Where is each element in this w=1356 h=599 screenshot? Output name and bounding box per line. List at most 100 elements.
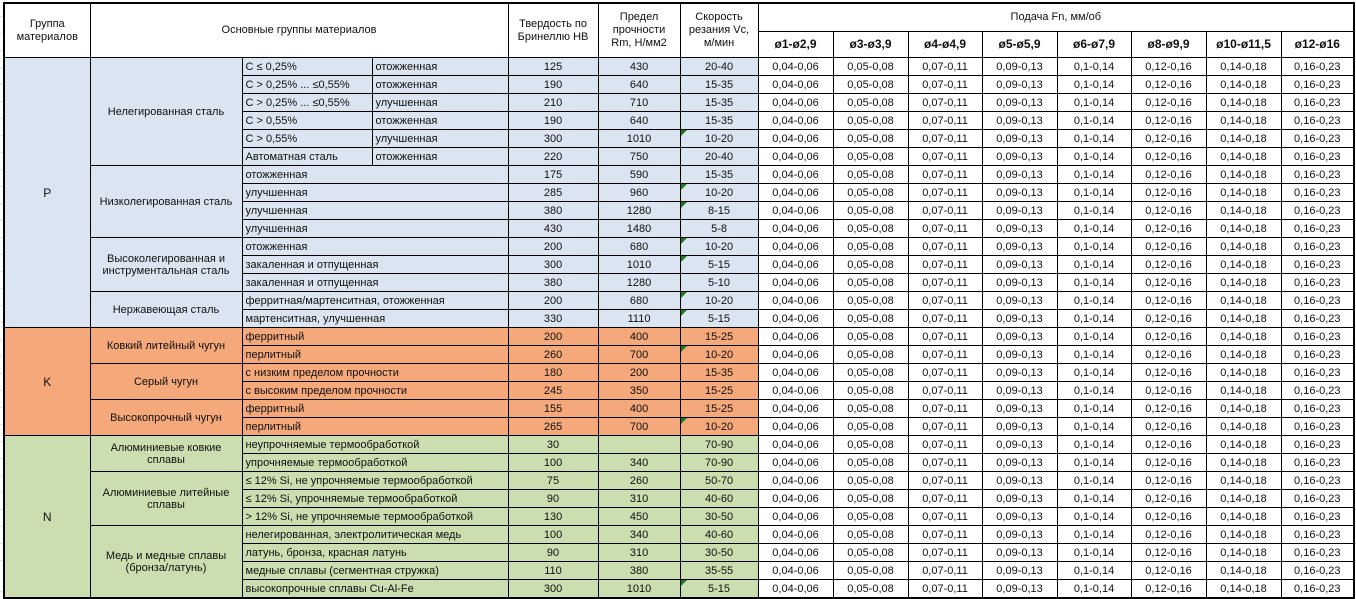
- cell-vc[interactable]: 15-25: [679, 327, 759, 346]
- cell-feed[interactable]: 0,04-0,06: [757, 201, 834, 220]
- cell-feed[interactable]: 0,04-0,06: [757, 561, 834, 580]
- cell-feed[interactable]: 0,12-0,16: [1130, 147, 1207, 166]
- cell-vc[interactable]: 15-25: [679, 399, 759, 418]
- cell-rm[interactable]: 750: [597, 147, 681, 166]
- cell-condition[interactable]: C > 0,55%: [241, 111, 373, 130]
- cell-group-code[interactable]: P: [3, 57, 91, 328]
- cell-feed[interactable]: 0,1-0,14: [1056, 309, 1132, 328]
- cell-feed[interactable]: 0,14-0,18: [1205, 471, 1282, 490]
- cell-rm[interactable]: 1010: [597, 255, 681, 274]
- cell-feed[interactable]: 0,1-0,14: [1056, 273, 1132, 292]
- header-material-group[interactable]: Группа материалов: [3, 2, 91, 58]
- cell-feed[interactable]: 0,1-0,14: [1056, 93, 1132, 112]
- cell-rm[interactable]: [597, 435, 681, 454]
- cell-feed[interactable]: 0,04-0,06: [757, 381, 834, 400]
- cell-condition[interactable]: C > 0,25% ... ≤0,55%: [241, 75, 373, 94]
- cell-feed[interactable]: 0,16-0,23: [1280, 345, 1355, 364]
- cell-feed[interactable]: 0,12-0,16: [1130, 201, 1207, 220]
- cell-feed[interactable]: 0,1-0,14: [1056, 147, 1132, 166]
- cell-rm[interactable]: 450: [597, 507, 681, 526]
- cell-feed[interactable]: 0,12-0,16: [1130, 489, 1207, 508]
- cell-feed[interactable]: 0,12-0,16: [1130, 471, 1207, 490]
- cell-feed[interactable]: 0,1-0,14: [1056, 111, 1132, 130]
- cell-hb[interactable]: 200: [507, 237, 599, 256]
- cell-feed[interactable]: 0,05-0,08: [832, 75, 909, 94]
- cell-feed[interactable]: 0,12-0,16: [1130, 561, 1207, 580]
- cell-material-group[interactable]: Алюминиевые ковкие сплавы: [89, 435, 243, 472]
- cell-hb[interactable]: 30: [507, 435, 599, 454]
- cell-rm[interactable]: 1280: [597, 201, 681, 220]
- cell-vc[interactable]: 70-90: [679, 435, 759, 454]
- cell-hb[interactable]: 180: [507, 363, 599, 382]
- cell-feed[interactable]: 0,1-0,14: [1056, 435, 1132, 454]
- header-tensile-strength[interactable]: Предел прочности Rm, Н/мм2: [597, 2, 681, 58]
- cell-feed[interactable]: 0,04-0,06: [757, 363, 834, 382]
- cell-feed[interactable]: 0,05-0,08: [832, 471, 909, 490]
- cell-feed[interactable]: 0,09-0,13: [981, 507, 1058, 526]
- cell-feed[interactable]: 0,05-0,08: [832, 147, 909, 166]
- cell-feed[interactable]: 0,05-0,08: [832, 111, 909, 130]
- cell-material-group[interactable]: Алюминиевые литейные сплавы: [89, 471, 243, 526]
- cell-feed[interactable]: 0,05-0,08: [832, 435, 909, 454]
- cell-vc[interactable]: 15-35: [679, 111, 759, 130]
- cell-feed[interactable]: 0,07-0,11: [907, 291, 983, 310]
- cell-state[interactable]: отожженная: [371, 147, 509, 166]
- cell-feed[interactable]: 0,12-0,16: [1130, 111, 1207, 130]
- cell-feed[interactable]: 0,07-0,11: [907, 363, 983, 382]
- cell-feed[interactable]: 0,07-0,11: [907, 165, 983, 184]
- cell-feed[interactable]: 0,14-0,18: [1205, 525, 1282, 544]
- cell-rm[interactable]: 680: [597, 237, 681, 256]
- cell-vc[interactable]: 15-35: [679, 165, 759, 184]
- cell-vc[interactable]: 15-35: [679, 93, 759, 112]
- cell-rm[interactable]: 340: [597, 453, 681, 472]
- cell-vc[interactable]: 8-15: [679, 201, 759, 220]
- cell-feed[interactable]: 0,04-0,06: [757, 489, 834, 508]
- cell-feed[interactable]: 0,09-0,13: [981, 579, 1058, 599]
- cell-feed[interactable]: 0,07-0,11: [907, 561, 983, 580]
- cell-feed[interactable]: 0,07-0,11: [907, 273, 983, 292]
- header-feed-d1[interactable]: ø1-ø2,9: [757, 31, 834, 58]
- cell-hb[interactable]: 260: [507, 345, 599, 364]
- cell-feed[interactable]: 0,1-0,14: [1056, 255, 1132, 274]
- cell-feed[interactable]: 0,1-0,14: [1056, 399, 1132, 418]
- cell-vc[interactable]: 20-40: [679, 57, 759, 76]
- cell-description[interactable]: нелегированная, электролитическая медь: [241, 525, 509, 544]
- cell-feed[interactable]: 0,09-0,13: [981, 219, 1058, 238]
- cell-rm[interactable]: 960: [597, 183, 681, 202]
- cell-feed[interactable]: 0,05-0,08: [832, 543, 909, 562]
- cell-hb[interactable]: 265: [507, 417, 599, 436]
- cell-rm[interactable]: 680: [597, 291, 681, 310]
- cell-feed[interactable]: 0,09-0,13: [981, 471, 1058, 490]
- cell-feed[interactable]: 0,1-0,14: [1056, 201, 1132, 220]
- cell-feed[interactable]: 0,16-0,23: [1280, 291, 1355, 310]
- cell-feed[interactable]: 0,04-0,06: [757, 435, 834, 454]
- cell-state[interactable]: отожженная: [371, 57, 509, 76]
- cell-description[interactable]: упрочняемые термообработкой: [241, 453, 509, 472]
- cell-feed[interactable]: 0,09-0,13: [981, 237, 1058, 256]
- cell-hb[interactable]: 380: [507, 273, 599, 292]
- cell-feed[interactable]: 0,14-0,18: [1205, 237, 1282, 256]
- cell-feed[interactable]: 0,12-0,16: [1130, 255, 1207, 274]
- cell-hb[interactable]: 190: [507, 75, 599, 94]
- cell-feed[interactable]: 0,12-0,16: [1130, 183, 1207, 202]
- cell-hb[interactable]: 200: [507, 327, 599, 346]
- cell-feed[interactable]: 0,1-0,14: [1056, 291, 1132, 310]
- cell-feed[interactable]: 0,12-0,16: [1130, 381, 1207, 400]
- cell-rm[interactable]: 590: [597, 165, 681, 184]
- cell-description[interactable]: улучшенная: [241, 201, 509, 220]
- cell-feed[interactable]: 0,14-0,18: [1205, 345, 1282, 364]
- cell-feed[interactable]: 0,16-0,23: [1280, 165, 1355, 184]
- cell-feed[interactable]: 0,14-0,18: [1205, 561, 1282, 580]
- cell-feed[interactable]: 0,16-0,23: [1280, 489, 1355, 508]
- cell-hb[interactable]: 100: [507, 453, 599, 472]
- cell-feed[interactable]: 0,05-0,08: [832, 57, 909, 76]
- cell-feed[interactable]: 0,16-0,23: [1280, 129, 1355, 148]
- cell-description[interactable]: ферритная/мартенситная, отожженная: [241, 291, 509, 310]
- cell-feed[interactable]: 0,12-0,16: [1130, 579, 1207, 599]
- cell-material-group[interactable]: Серый чугун: [89, 363, 243, 400]
- cell-vc[interactable]: 30-50: [679, 543, 759, 562]
- cell-description[interactable]: закаленная и отпущенная: [241, 255, 509, 274]
- cell-feed[interactable]: 0,07-0,11: [907, 489, 983, 508]
- cell-feed[interactable]: 0,04-0,06: [757, 57, 834, 76]
- cell-feed[interactable]: 0,1-0,14: [1056, 57, 1132, 76]
